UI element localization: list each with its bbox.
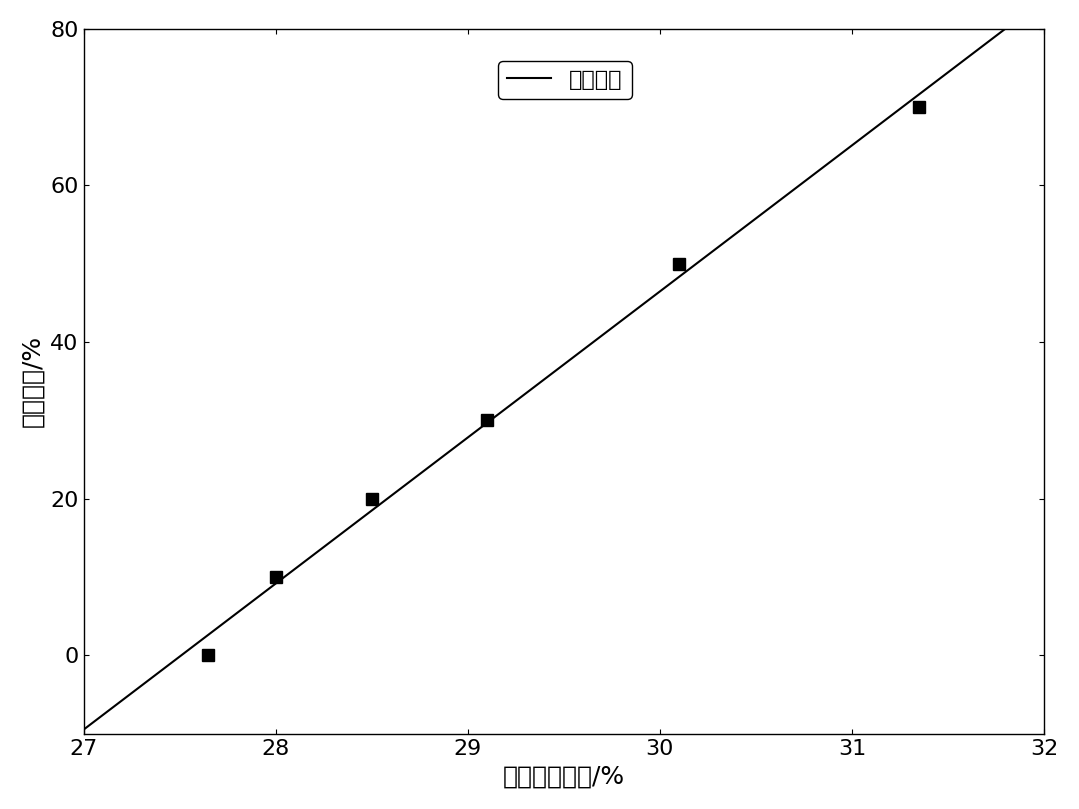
拟合曲线 — [80, 722, 93, 732]
Line: 拟合曲线: 拟合曲线 — [84, 0, 1044, 730]
Y-axis label: 梗丝含量/%: 梗丝含量/% — [21, 335, 45, 427]
拟合曲线 — [648, 290, 661, 299]
Legend: 拟合曲线: 拟合曲线 — [498, 61, 631, 99]
拟合曲线 — [947, 63, 960, 73]
拟合曲线 — [1038, 0, 1051, 4]
拟合曲线 — [665, 277, 678, 287]
拟合曲线 — [887, 109, 900, 119]
拟合曲线 — [78, 725, 91, 735]
X-axis label: 瞬时质量分数/%: 瞬时质量分数/% — [503, 765, 625, 788]
拟合曲线 — [645, 292, 658, 302]
